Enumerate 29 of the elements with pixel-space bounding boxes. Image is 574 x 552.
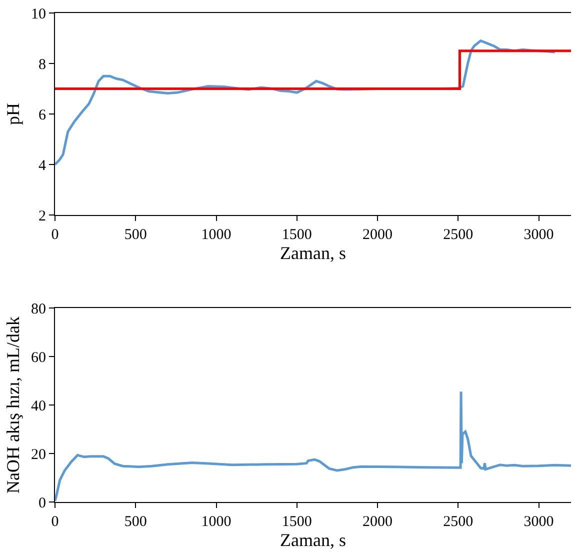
y-tick-label: 80 [31,301,46,318]
x-tick-label: 1000 [201,514,232,530]
y-tick-label: 0 [38,495,46,512]
x-tick-label: 3000 [524,514,554,530]
y-axis-title: NaOH akış hızı, mL/dak [3,316,24,494]
x-tick-label: 0 [51,227,59,243]
x-tick-label: 2000 [362,514,392,530]
x-tick-label: 2500 [443,227,474,243]
y-axis-title: pH [3,103,24,125]
y-tick-label: 2 [38,208,46,224]
x-axis-title: Zaman, s [280,530,346,550]
line-series [55,390,571,502]
x-tick-label: 2500 [443,514,474,530]
x-axis-title: Zaman, s [280,243,346,264]
y-tick-label: 20 [31,446,46,463]
x-tick-label: 1500 [282,514,312,530]
y-tick-label: 4 [38,158,46,174]
y-tick-label: 60 [31,350,46,366]
x-tick-label: 0 [51,514,59,530]
y-tick-label: 10 [31,6,46,22]
x-tick-label: 1000 [201,227,232,243]
x-tick-label: 3000 [524,227,554,243]
y-tick-label: 40 [31,398,46,414]
x-tick-label: 500 [124,514,147,530]
x-tick-label: 500 [124,227,147,243]
y-tick-label: 6 [38,107,46,124]
y-tick-label: 8 [38,56,46,73]
x-tick-label: 1500 [282,227,312,243]
x-tick-label: 2000 [362,227,392,243]
